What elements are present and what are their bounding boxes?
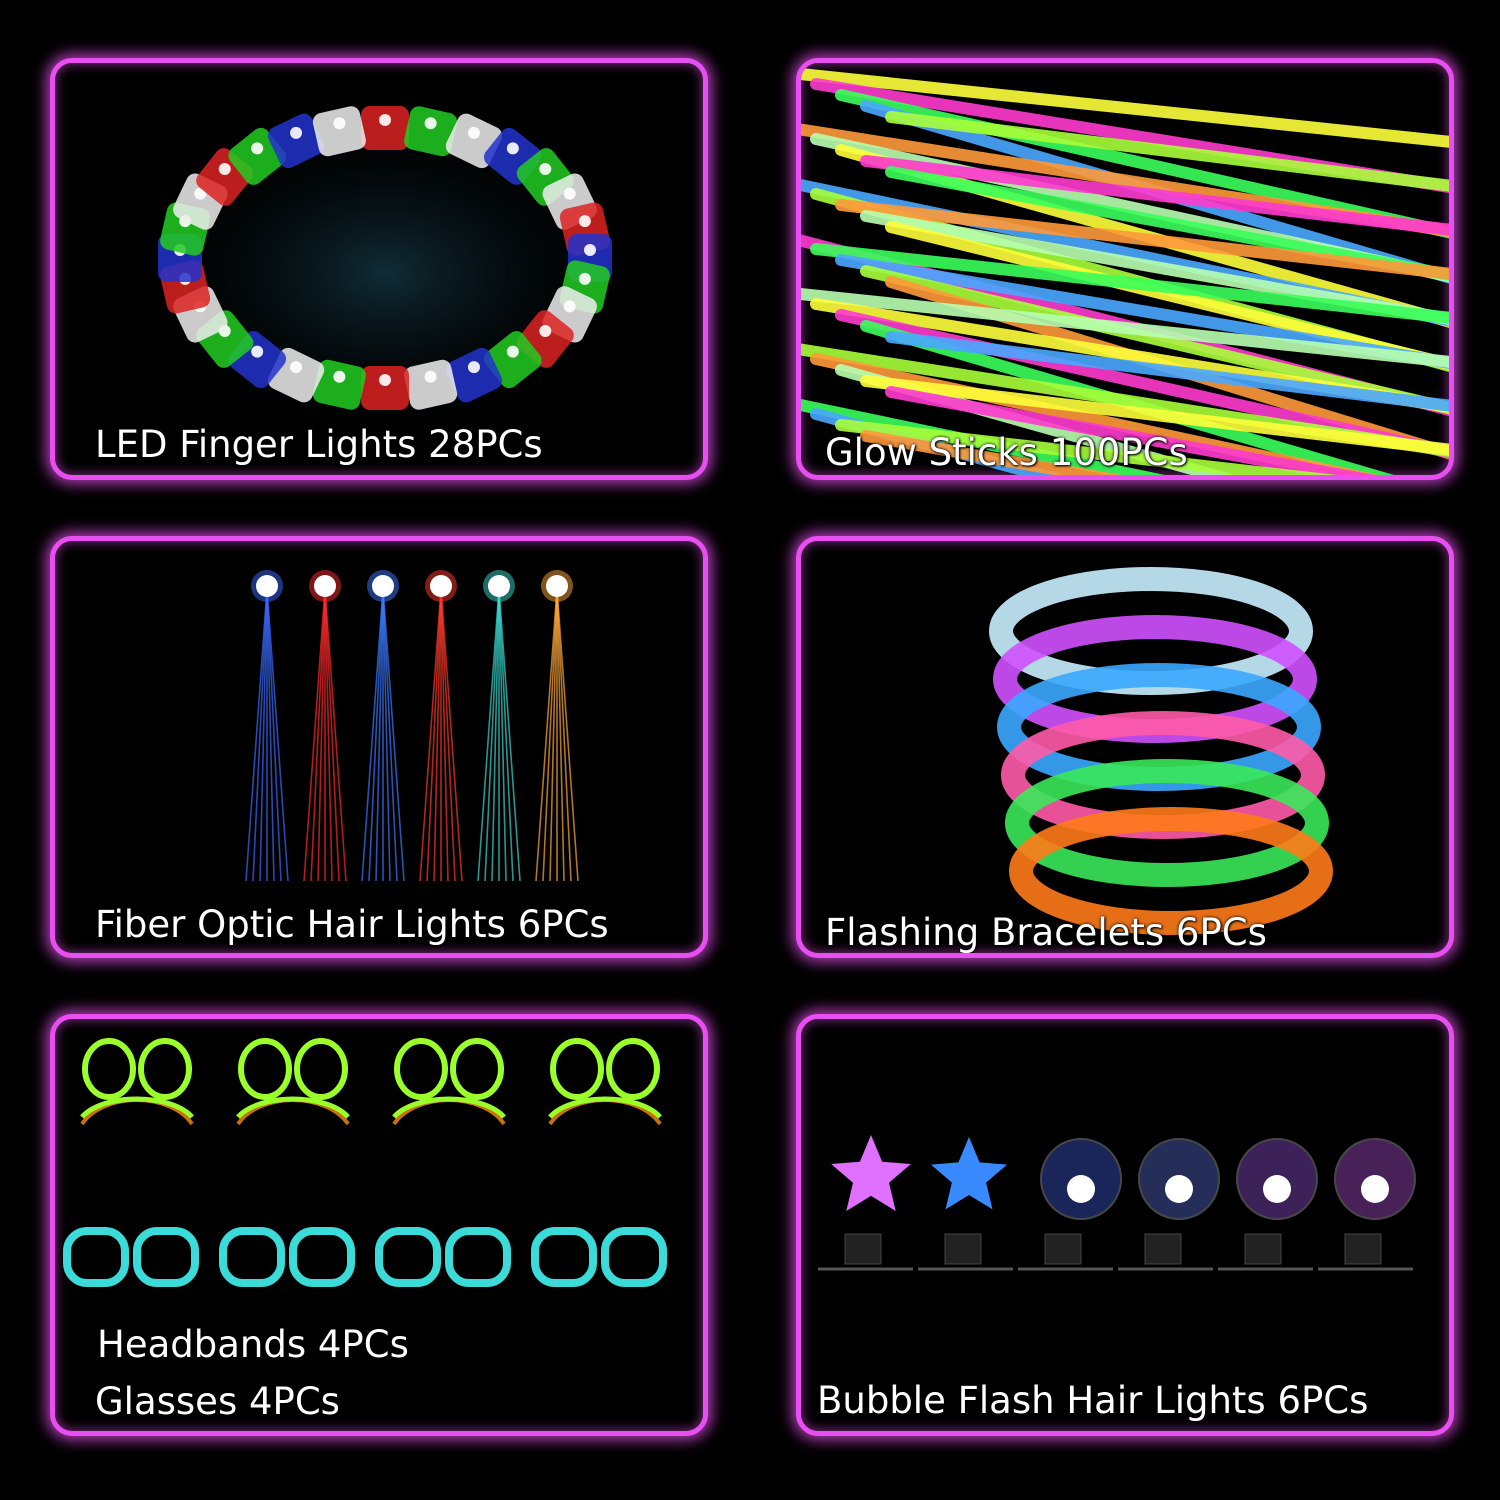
bubble-hair-light: [1263, 1175, 1291, 1203]
glow-stick: [860, 155, 1449, 236]
fiber-optic-hair-lights-image: [245, 570, 579, 882]
glow-stick: [885, 111, 1449, 192]
panel-headbands-glasses: Headbands 4PCs Glasses 4PCs: [50, 1014, 708, 1436]
finger-light: [404, 359, 458, 410]
fiber-light-bulb: [314, 575, 336, 597]
caption-headbands-glasses: Headbands 4PCs Glasses 4PCs: [95, 1323, 409, 1423]
finger-light: [404, 106, 458, 157]
finger-light: [361, 366, 409, 410]
glow-stick: [885, 331, 1449, 412]
led-finger-lights-image: [125, 103, 645, 443]
star-hair-light: [831, 1135, 911, 1211]
panel-flashing-bracelets: Flashing Bracelets 6PCs: [796, 536, 1454, 958]
glow-stick: [860, 430, 1122, 475]
finger-light: [267, 113, 325, 169]
caption-glasses: Glasses 4PCs: [95, 1379, 340, 1423]
finger-light: [361, 106, 409, 150]
glow-glasses: [133, 1227, 199, 1287]
fiber-light-bulb: [430, 575, 452, 597]
caption-fiber-optic-hair-lights: Fiber Optic Hair Lights 6PCs: [95, 903, 609, 946]
caption-flashing-bracelets: Flashing Bracelets 6PCs: [825, 911, 1267, 954]
panel-glow-sticks: Glow Sticks 100PCs: [796, 58, 1454, 480]
bubble-flash-hair-lights-image: [818, 1135, 1416, 1271]
bracelet: [1009, 807, 1333, 935]
panel-bubble-flash-hair-lights: Bubble Flash Hair Lights 6PCs: [796, 1014, 1454, 1436]
bunny-headband: [606, 1038, 660, 1100]
glow-glasses: [601, 1227, 667, 1287]
caption-led-finger-lights: LED Finger Lights 28PCs: [95, 423, 543, 466]
bunny-headband: [294, 1038, 348, 1100]
glow-stick: [835, 419, 1338, 475]
bubble-hair-light: [1165, 1175, 1193, 1203]
headbands-glasses-image: [63, 1038, 667, 1287]
glow-glasses: [445, 1227, 511, 1287]
caption-glow-sticks: Glow Sticks 100PCs: [825, 431, 1188, 474]
fiber-light-bulb: [488, 575, 510, 597]
finger-light: [312, 106, 366, 157]
panel-fiber-optic-hair-lights: Fiber Optic Hair Lights 6PCs: [50, 536, 708, 958]
glow-stick: [801, 288, 1449, 368]
glow-stick: [835, 199, 1449, 280]
finger-light: [312, 359, 366, 410]
panel-led-finger-lights: LED Finger Lights 28PCs: [50, 58, 708, 480]
bunny-headband: [450, 1038, 504, 1100]
fiber-light-bulb: [546, 575, 568, 597]
glow-stick: [801, 68, 1449, 148]
bracelet: [1005, 759, 1329, 887]
glow-glasses: [289, 1227, 355, 1287]
glow-sticks-image: [801, 68, 1449, 475]
bubble-hair-light: [1361, 1175, 1389, 1203]
caption-bubble-flash-hair-lights: Bubble Flash Hair Lights 6PCs: [817, 1379, 1369, 1422]
bubble-hair-light: [1067, 1175, 1095, 1203]
star-hair-light: [931, 1137, 1007, 1210]
finger-light: [445, 347, 503, 403]
bunny-headband: [138, 1038, 192, 1100]
flashing-bracelets-image: [989, 567, 1333, 935]
glow-stick: [860, 375, 1449, 456]
glow-stick: [885, 386, 1375, 475]
caption-headbands: Headbands 4PCs: [97, 1323, 409, 1366]
glow-stick: [810, 243, 1449, 324]
fiber-light-bulb: [256, 575, 278, 597]
fiber-light-bulb: [372, 575, 394, 597]
